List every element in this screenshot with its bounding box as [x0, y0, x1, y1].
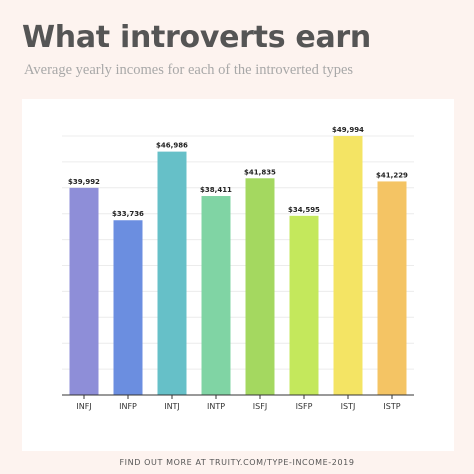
data-label: $41,229 [376, 171, 408, 179]
data-label: $38,411 [200, 186, 232, 194]
page-title: What introverts earn [22, 20, 371, 55]
data-label: $41,835 [244, 168, 276, 176]
data-label: $39,992 [68, 178, 100, 186]
data-label: $33,736 [112, 210, 144, 218]
x-tick-label: ISTJ [341, 402, 356, 411]
x-tick-label: ISFP [296, 402, 313, 411]
x-tick-label: INTJ [164, 402, 180, 411]
bar-infp [113, 220, 143, 395]
page-subtitle: Average yearly incomes for each of the i… [24, 62, 354, 78]
bar-isfp [289, 215, 319, 395]
bar-istp [377, 181, 407, 395]
x-tick-label: ISFJ [253, 402, 267, 411]
data-label: $34,595 [288, 206, 320, 214]
x-tick-label: ISTP [383, 402, 400, 411]
bar-intp [201, 196, 231, 395]
x-tick-label: INFP [119, 402, 137, 411]
bar-intj [157, 151, 187, 395]
data-label: $49,994 [332, 126, 364, 134]
footer-link-text: FIND OUT MORE AT TRUITY.COM/TYPE-INCOME-… [119, 458, 355, 467]
bar-chart: $39,992 INFJ $33,736 INFP $46,986 INTJ $38,411… [62, 126, 414, 411]
bar-isfj [245, 178, 275, 395]
x-tick-label: INTP [207, 402, 225, 411]
bar-istj [333, 136, 363, 396]
chart-card: $39,992 INFJ $33,736 INFP $46,986 INTJ $38,411… [22, 99, 454, 451]
data-label: $46,986 [156, 142, 188, 150]
x-tick-label: INFJ [76, 402, 91, 411]
bar-infj [69, 187, 99, 395]
